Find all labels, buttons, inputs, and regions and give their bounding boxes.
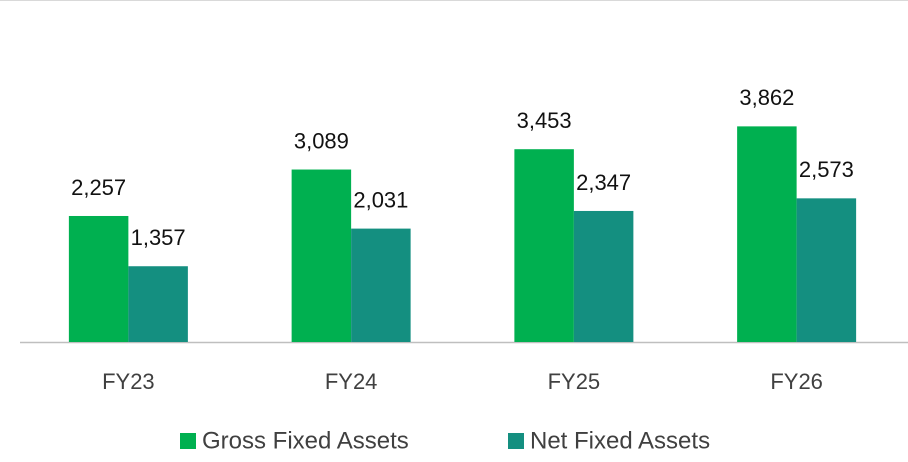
data-label: 2,347 [576, 170, 631, 195]
bar [68, 215, 129, 342]
data-label: 2,573 [799, 157, 854, 182]
bar [796, 198, 857, 342]
x-tick-label: FY26 [770, 369, 823, 394]
data-label: 2,257 [71, 175, 126, 200]
bar [573, 210, 634, 342]
data-label: 1,357 [131, 225, 186, 250]
legend-swatch [508, 433, 524, 449]
x-tick-label: FY24 [325, 369, 378, 394]
x-tick-label: FY23 [102, 369, 155, 394]
data-label: 3,453 [517, 108, 572, 133]
legend-label: Gross Fixed Assets [202, 427, 409, 454]
bar [737, 126, 797, 342]
data-label: 3,089 [294, 128, 349, 153]
x-tick-label: FY25 [548, 369, 601, 394]
data-label: 2,031 [353, 187, 408, 212]
bar [291, 169, 352, 342]
legend-swatch [180, 433, 196, 449]
legend-label: Net Fixed Assets [530, 427, 710, 454]
data-label: 3,862 [739, 85, 794, 110]
bar [128, 266, 188, 342]
bar [351, 228, 411, 342]
bar [514, 149, 574, 342]
